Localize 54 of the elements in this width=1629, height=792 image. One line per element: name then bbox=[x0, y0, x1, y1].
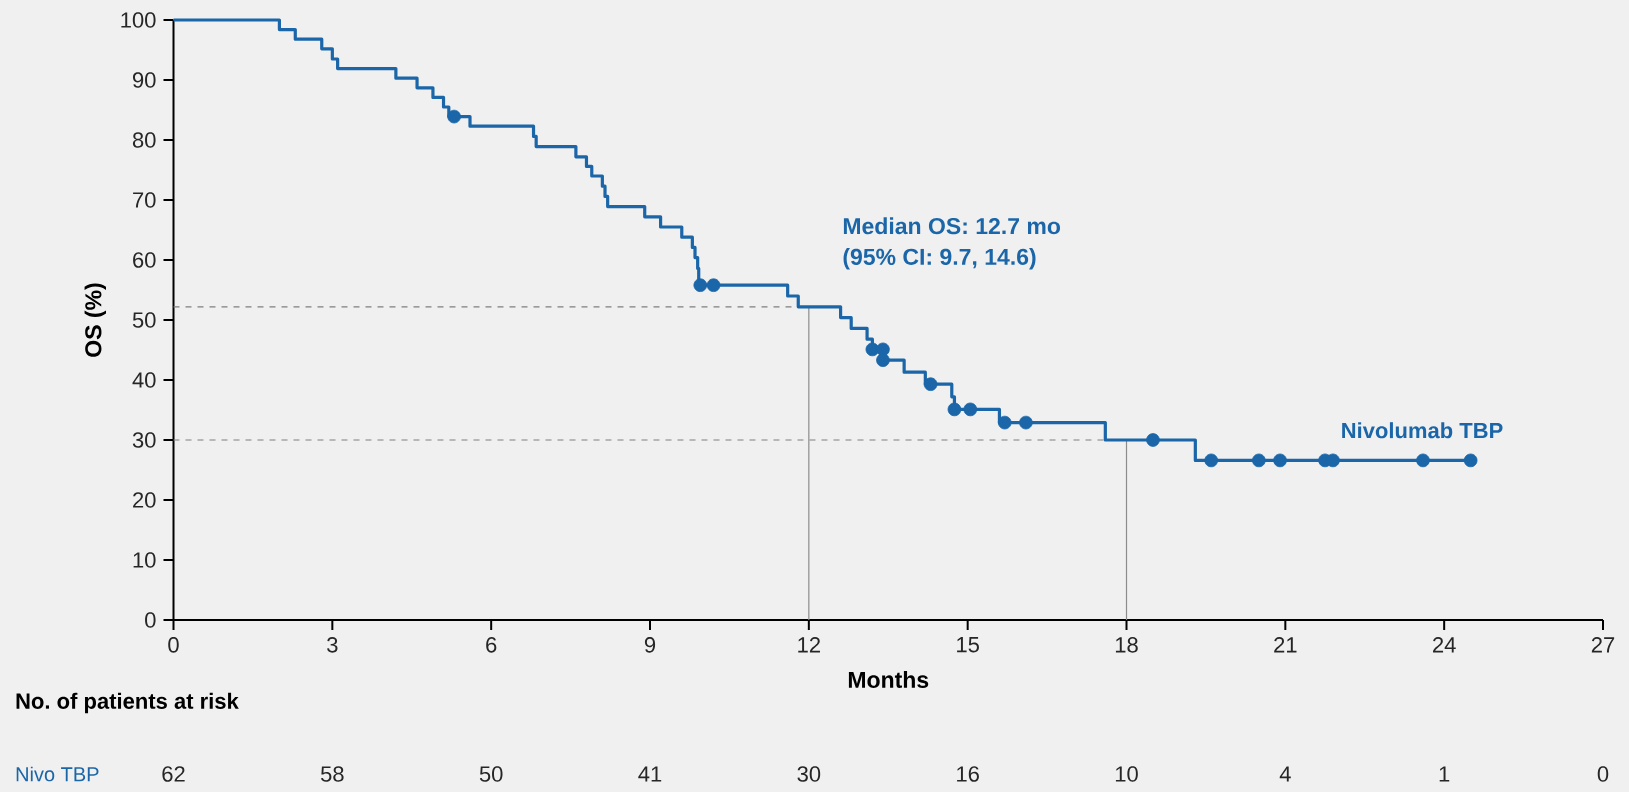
y-tick-label: 20 bbox=[133, 492, 156, 508]
point bbox=[947, 402, 962, 417]
x-tick-label: 24 bbox=[1433, 637, 1456, 653]
text: 1 bbox=[1439, 766, 1450, 782]
y-tick-label: 10 bbox=[133, 552, 156, 568]
annotation: (95% CI: 9.7, 14.6) bbox=[843, 248, 1036, 270]
x-tick-label: 27 bbox=[1591, 637, 1615, 653]
point bbox=[447, 109, 461, 124]
y-tick-label: 80 bbox=[132, 132, 156, 148]
point bbox=[876, 353, 890, 367]
point bbox=[1252, 453, 1266, 468]
point bbox=[997, 415, 1012, 430]
text: 0 bbox=[1597, 766, 1609, 782]
text: 10 bbox=[1115, 766, 1138, 782]
x-tick-label: 9 bbox=[644, 637, 656, 653]
text: 41 bbox=[638, 766, 662, 782]
point bbox=[1204, 453, 1219, 468]
x-tick-label: 15 bbox=[957, 637, 979, 653]
text: 16 bbox=[957, 766, 979, 782]
point bbox=[1273, 453, 1287, 468]
y-tick-label: 40 bbox=[132, 372, 156, 388]
x-tick-label: 0 bbox=[168, 637, 179, 653]
point bbox=[1463, 453, 1478, 468]
x-tick-label: 12 bbox=[798, 637, 820, 653]
text: 30 bbox=[797, 766, 821, 782]
text: 4 bbox=[1279, 766, 1291, 782]
annotation: Median OS: 12.7 mo bbox=[843, 217, 1061, 235]
x-tick-label: 18 bbox=[1115, 637, 1138, 653]
text: 62 bbox=[162, 766, 185, 782]
point bbox=[1019, 415, 1033, 430]
y-tick-label: 70 bbox=[133, 192, 156, 208]
point bbox=[1416, 453, 1430, 468]
y-tick-label: 0 bbox=[145, 612, 156, 628]
x-tick-label: 6 bbox=[486, 637, 497, 653]
point bbox=[693, 278, 708, 292]
y-tick-label: 100 bbox=[121, 12, 156, 28]
series-label: Nivolumab TBP bbox=[1342, 422, 1503, 439]
x-tick-label: 21 bbox=[1274, 637, 1297, 653]
y-tick-label: 60 bbox=[133, 252, 156, 268]
text: Nivo TBP bbox=[16, 766, 99, 782]
point bbox=[923, 377, 938, 391]
point bbox=[963, 402, 978, 417]
y-tick-label: 90 bbox=[133, 72, 156, 88]
point bbox=[706, 278, 721, 292]
point bbox=[1326, 453, 1340, 468]
x-tick-label: 3 bbox=[327, 637, 338, 653]
text: No. of patients at risk bbox=[16, 692, 239, 714]
text: 58 bbox=[320, 766, 344, 782]
text: 50 bbox=[479, 766, 503, 782]
point bbox=[1146, 433, 1160, 447]
y-axis-title: OS (%) bbox=[84, 283, 106, 357]
y-tick-label: 50 bbox=[132, 312, 156, 328]
x-axis-title: Months bbox=[848, 671, 929, 688]
y-tick-label: 30 bbox=[132, 432, 156, 448]
